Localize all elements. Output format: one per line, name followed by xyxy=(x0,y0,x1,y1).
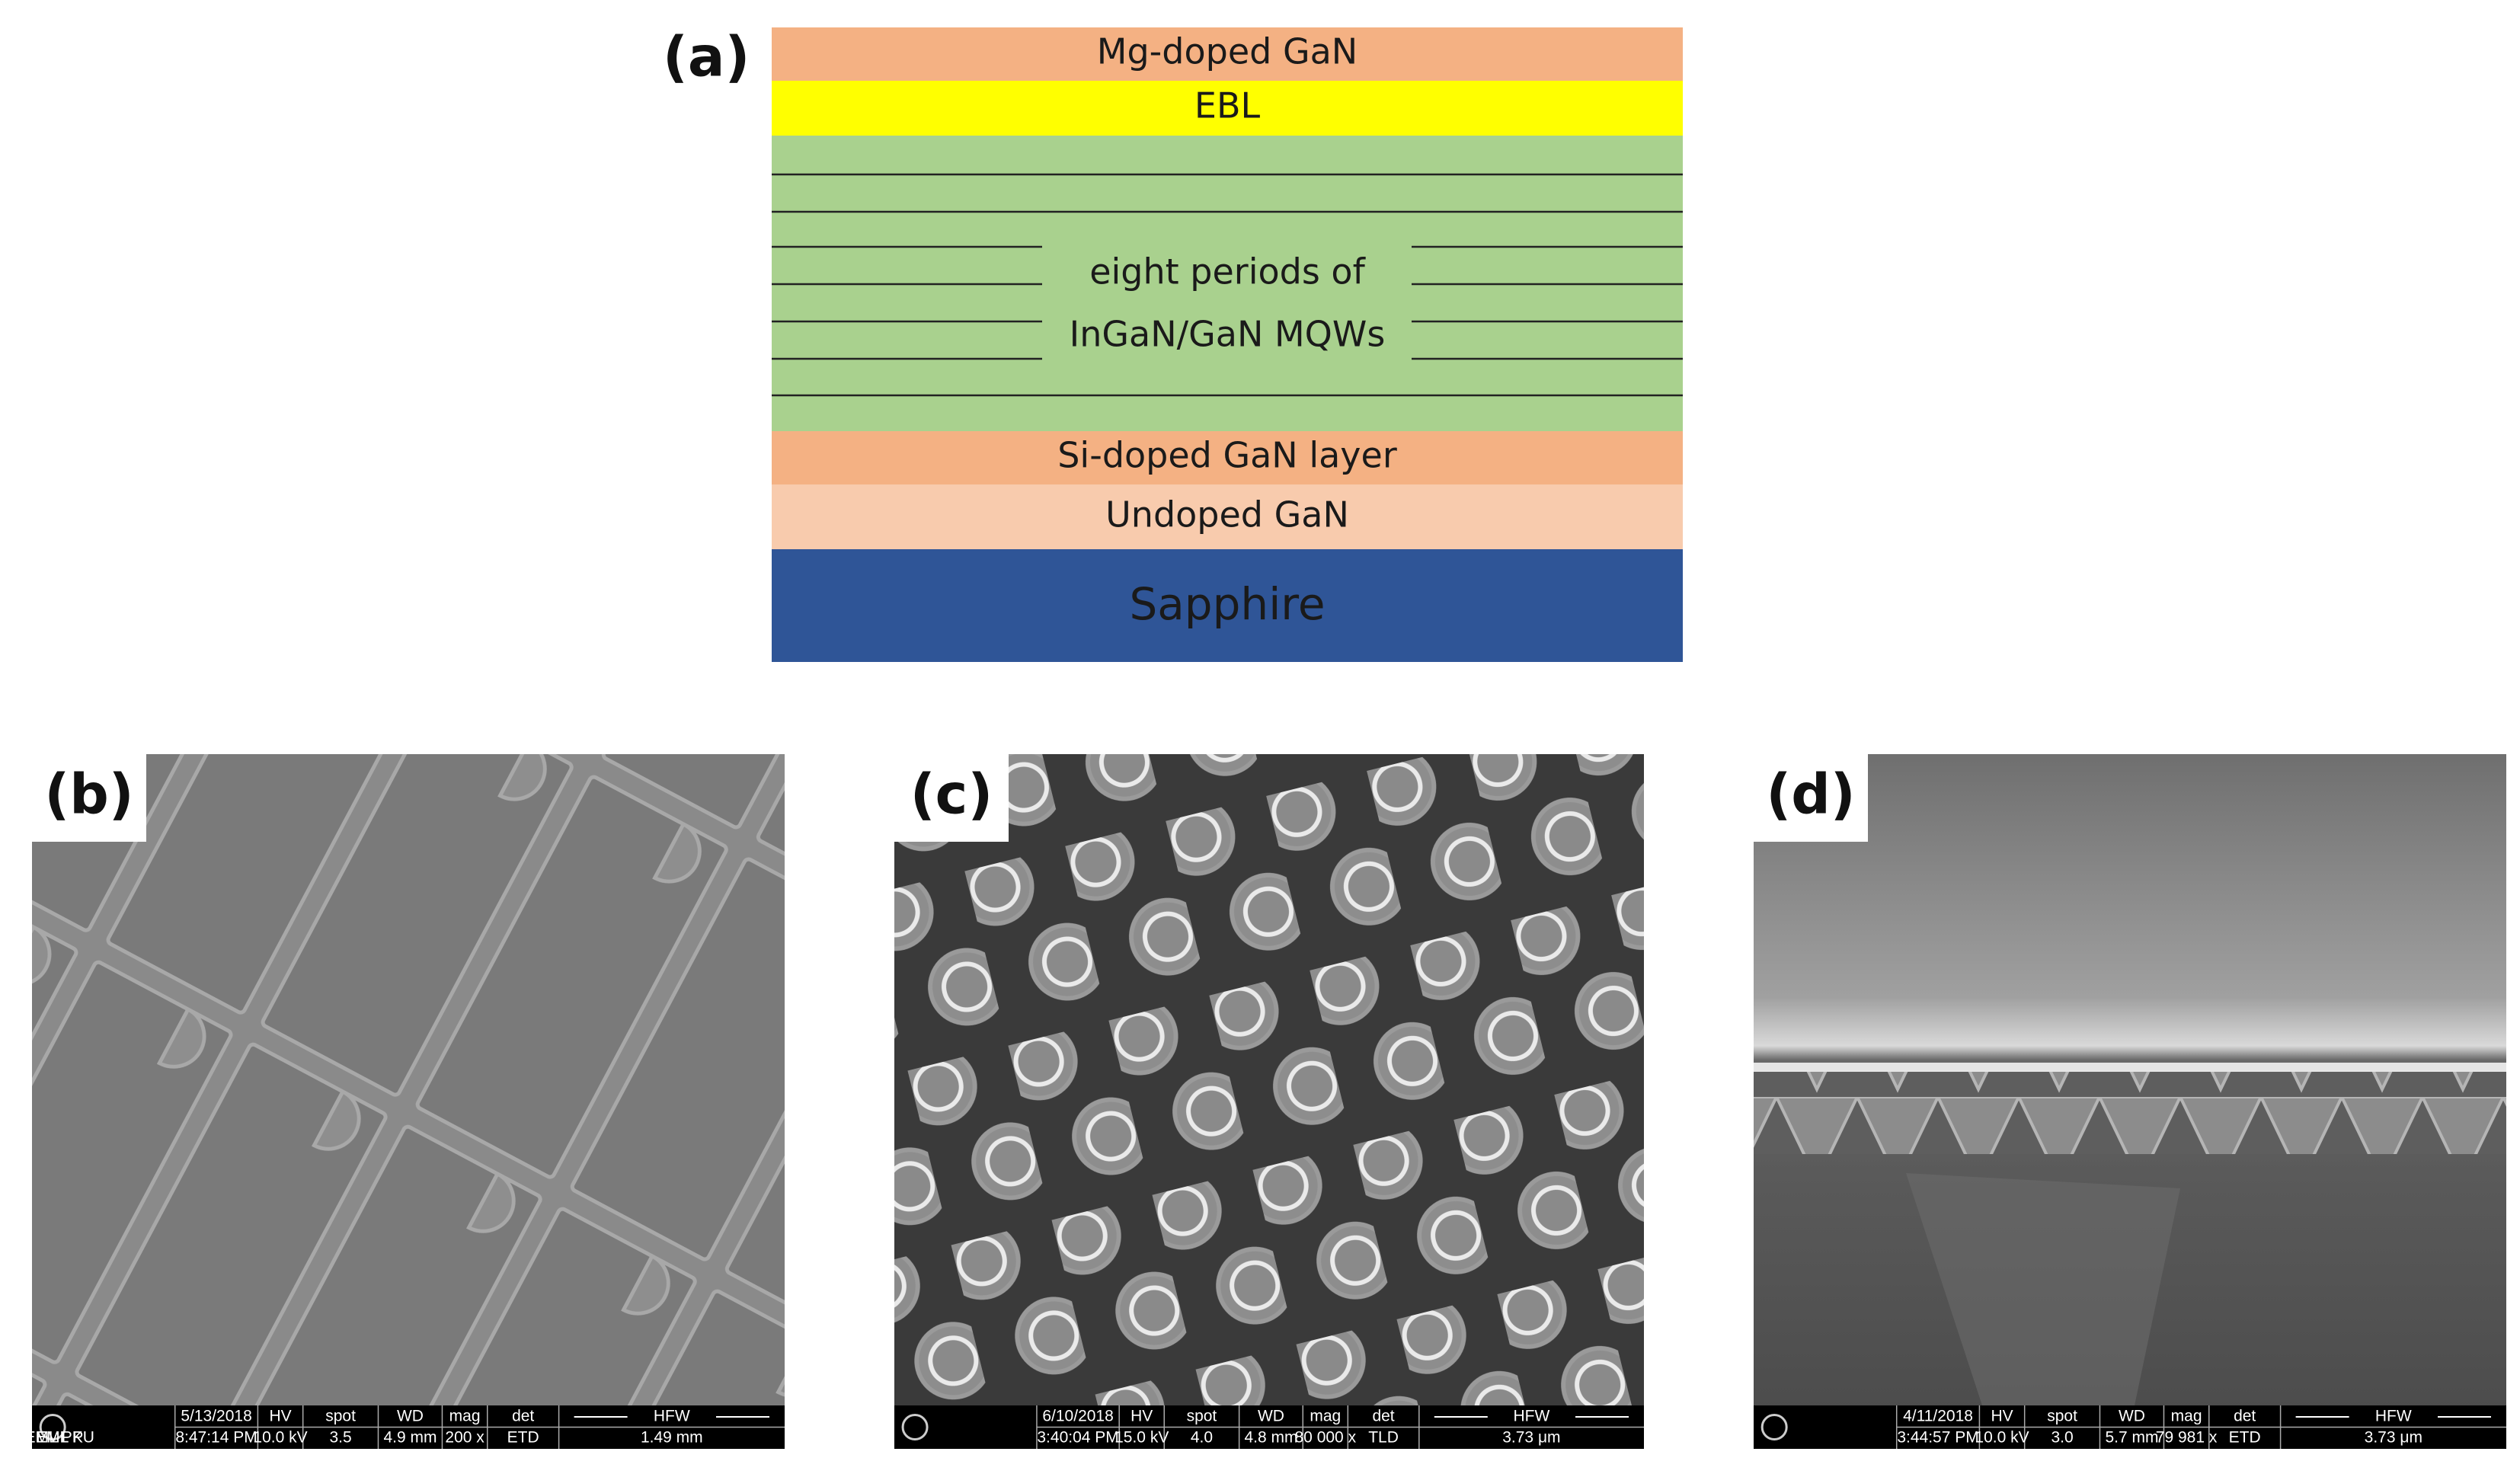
info-text: HV xyxy=(1130,1408,1153,1425)
info-text: 8:47:14 PM xyxy=(175,1429,257,1447)
sem-panel: 4/11/2018 HV spot WD mag det HFW 500 nm 3:44:57 … xyxy=(0,754,2506,1449)
info-text: 5/13/2018 xyxy=(181,1408,251,1425)
layer-label: Mg-doped GaN xyxy=(1097,31,1358,72)
info-text: det xyxy=(2234,1408,2256,1425)
info-text: HV xyxy=(1991,1408,2013,1425)
info-text: 5.7 mm xyxy=(2105,1429,2158,1447)
layer-diagram: (a) Mg-doped GaN EBL eight periods of InGaN/… xyxy=(663,25,1683,662)
info-text: Nova NanoSEM EML PKU xyxy=(0,1429,94,1447)
info-text: spot xyxy=(1187,1408,1217,1425)
layer-label: Undoped GaN xyxy=(1105,494,1349,536)
info-text: spot xyxy=(325,1408,356,1425)
panel-label: (a) xyxy=(663,25,750,89)
layer xyxy=(772,81,1683,136)
info-text: Nova NanoSEM EML P xyxy=(0,1429,83,1447)
info-text: 500 nm xyxy=(0,1408,27,1425)
info-text: mag xyxy=(1310,1408,1341,1425)
pyramid-row xyxy=(1754,1070,2506,1154)
label-box xyxy=(1754,754,1868,842)
info-text: 3.5 xyxy=(329,1429,351,1447)
info-text: 4.9 mm xyxy=(383,1429,437,1447)
info-text: WD xyxy=(1258,1408,1284,1425)
sem-texture xyxy=(32,754,785,1449)
info-text: WD xyxy=(397,1408,424,1425)
info-text: HV xyxy=(269,1408,291,1425)
layer-label: EBL xyxy=(1194,85,1261,126)
sem-panel: 6/10/2018 HV spot WD mag det HFW 500 nm 3:40:04 … xyxy=(0,754,1644,1449)
sem-image xyxy=(894,754,1644,1449)
info-text: 3:40:04 PM xyxy=(1037,1429,1118,1447)
info-text: det xyxy=(1372,1408,1394,1425)
logo xyxy=(1760,1414,1788,1440)
label-box xyxy=(32,754,146,842)
info-text: 200 x xyxy=(445,1429,484,1447)
info-text: spot xyxy=(2047,1408,2077,1425)
info-text: 10.0 kV xyxy=(253,1429,307,1447)
info-text: WD xyxy=(2119,1408,2145,1425)
cleave-facet xyxy=(1906,1173,2180,1405)
layer-label: Sapphire xyxy=(1129,578,1325,630)
info-text: HFW xyxy=(2375,1408,2412,1425)
info-text: 500 nm xyxy=(0,1408,27,1425)
cleave-edge xyxy=(1754,1063,2506,1072)
sem-panel: 5/13/2018 HV spot WD mag det HFW 400 μm 8:47:14 … xyxy=(0,754,785,1449)
layer xyxy=(772,27,1683,81)
info-text: TLD xyxy=(1368,1429,1399,1447)
panel-label: (b) xyxy=(44,763,133,827)
info-text: HFW xyxy=(654,1408,690,1425)
sem-panels: 5/13/2018 HV spot WD mag det HFW 400 μm 8:47:14 … xyxy=(0,754,2506,1449)
sem-image xyxy=(1754,754,2506,1449)
info-text: 80 000 x xyxy=(1295,1429,1357,1447)
layer-label: eight periods of xyxy=(1089,251,1366,293)
logo xyxy=(901,1414,929,1440)
info-text: 3.73 μm xyxy=(1502,1429,1560,1447)
info-text: ETD xyxy=(2229,1429,2261,1447)
info-text: HFW xyxy=(1513,1408,1549,1425)
info-text: ETD xyxy=(507,1429,539,1447)
layer xyxy=(772,431,1683,484)
info-text: 4.0 xyxy=(1191,1429,1213,1447)
layer-label: Si-doped GaN layer xyxy=(1057,435,1397,476)
info-text: 3.73 μm xyxy=(2365,1429,2422,1447)
info-text: 3.0 xyxy=(2051,1429,2073,1447)
layer xyxy=(772,549,1683,662)
info-text: 1.49 mm xyxy=(641,1429,703,1447)
info-text: 79 981 x xyxy=(2156,1429,2218,1447)
info-text: 400 μm xyxy=(0,1408,27,1425)
info-text: 4.8 mm xyxy=(1244,1429,1297,1447)
info-text: 15.0 kV xyxy=(1114,1429,1169,1447)
info-text: 3:44:57 PM xyxy=(1897,1429,1978,1447)
logo xyxy=(39,1414,66,1440)
panel-label: (c) xyxy=(910,763,993,827)
panel-label: (d) xyxy=(1766,763,1855,827)
info-text: mag xyxy=(2171,1408,2202,1425)
info-text: mag xyxy=(449,1408,481,1425)
info-text: Nova NanoSEM EML P xyxy=(0,1429,83,1447)
sem-texture xyxy=(894,754,1644,1449)
layer xyxy=(772,484,1683,549)
sem-image xyxy=(32,754,785,1449)
label-box xyxy=(894,754,1009,842)
info-text: det xyxy=(512,1408,534,1425)
info-text: 10.0 kV xyxy=(1975,1429,2029,1447)
layer-label: InGaN/GaN MQWs xyxy=(1070,314,1386,355)
info-text: 6/10/2018 xyxy=(1042,1408,1113,1425)
info-text: 4/11/2018 xyxy=(1903,1408,1973,1425)
